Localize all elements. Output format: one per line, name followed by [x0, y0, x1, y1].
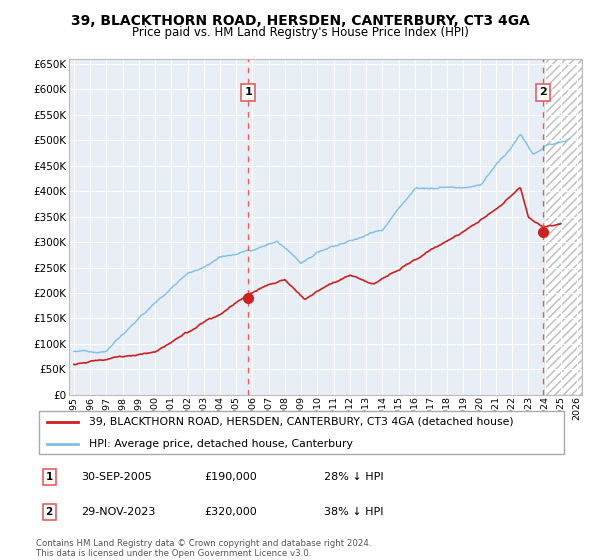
Text: £320,000: £320,000 [204, 507, 257, 517]
Text: 1: 1 [46, 472, 53, 482]
Text: 2: 2 [539, 87, 547, 97]
Text: 1: 1 [245, 87, 252, 97]
FancyBboxPatch shape [38, 410, 565, 455]
Text: 29-NOV-2023: 29-NOV-2023 [81, 507, 155, 517]
Text: 38% ↓ HPI: 38% ↓ HPI [324, 507, 383, 517]
Text: 39, BLACKTHORN ROAD, HERSDEN, CANTERBURY, CT3 4GA: 39, BLACKTHORN ROAD, HERSDEN, CANTERBURY… [71, 14, 529, 28]
Bar [545, 59, 582, 395]
Text: Price paid vs. HM Land Registry's House Price Index (HPI): Price paid vs. HM Land Registry's House … [131, 26, 469, 39]
Bar [545, 59, 582, 395]
Text: 28% ↓ HPI: 28% ↓ HPI [324, 472, 383, 482]
Text: 30-SEP-2005: 30-SEP-2005 [81, 472, 152, 482]
Text: HPI: Average price, detached house, Canterbury: HPI: Average price, detached house, Cant… [89, 438, 353, 449]
Text: 39, BLACKTHORN ROAD, HERSDEN, CANTERBURY, CT3 4GA (detached house): 39, BLACKTHORN ROAD, HERSDEN, CANTERBURY… [89, 417, 514, 427]
Text: £190,000: £190,000 [204, 472, 257, 482]
Text: 2: 2 [46, 507, 53, 517]
Text: Contains HM Land Registry data © Crown copyright and database right 2024.
This d: Contains HM Land Registry data © Crown c… [36, 539, 371, 558]
